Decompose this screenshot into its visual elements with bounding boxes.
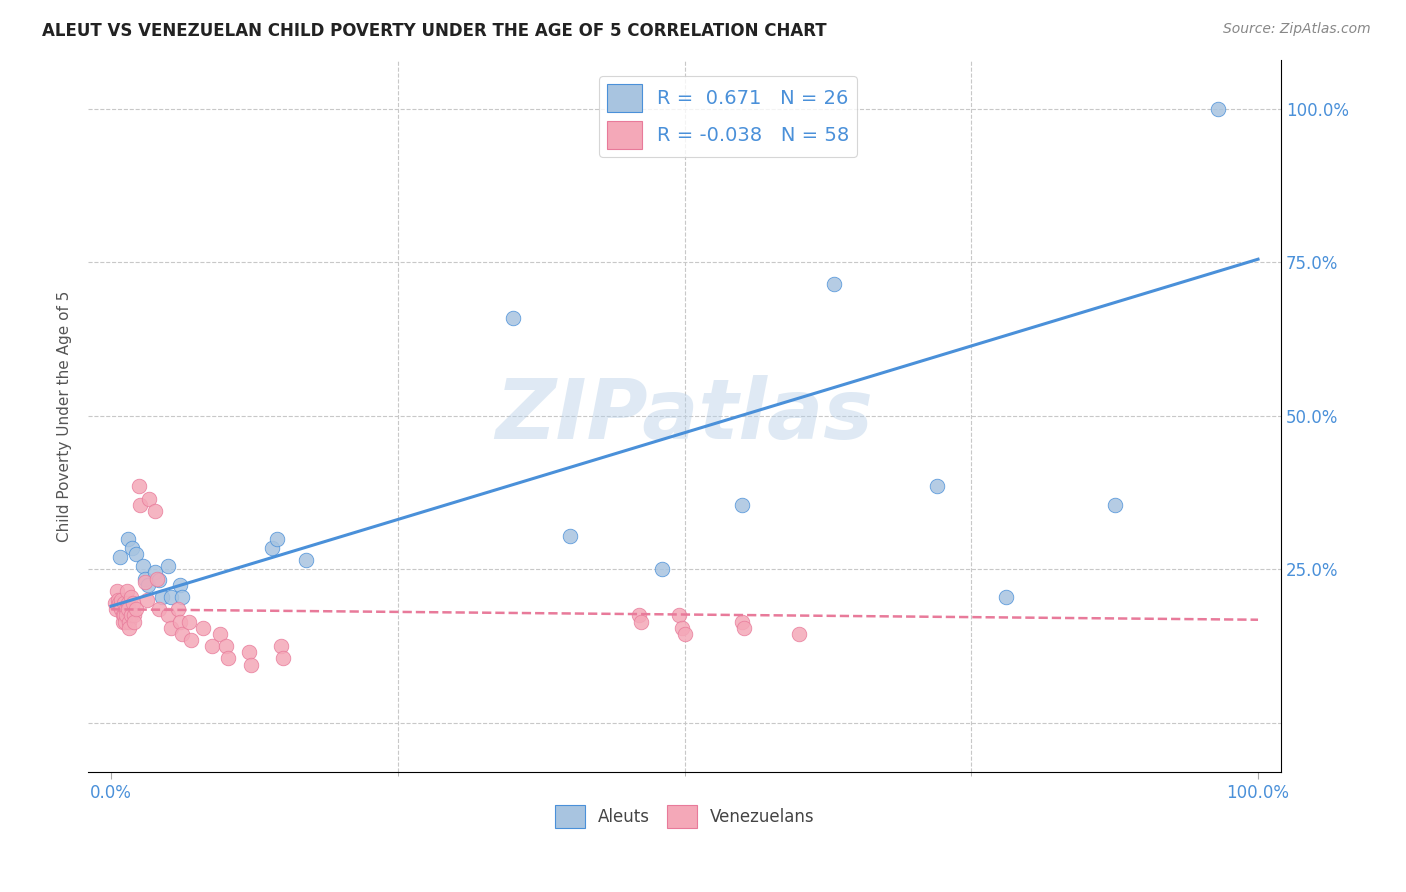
- Text: ZIPatlas: ZIPatlas: [496, 376, 873, 457]
- Point: [270, 639, 292, 653]
- Point: [630, 615, 652, 629]
- Text: Source: ZipAtlas.com: Source: ZipAtlas.com: [1223, 22, 1371, 37]
- Point: [148, 602, 170, 616]
- Point: [733, 621, 755, 635]
- Point: [114, 615, 136, 629]
- Point: [112, 596, 135, 610]
- Point: [108, 596, 131, 610]
- Point: [823, 277, 845, 291]
- Point: [191, 621, 214, 635]
- Point: [180, 632, 202, 647]
- Point: [128, 479, 150, 493]
- Point: [673, 627, 696, 641]
- Point: [169, 615, 191, 629]
- Point: [110, 599, 132, 614]
- Point: [143, 566, 166, 580]
- Point: [177, 615, 200, 629]
- Point: [1104, 498, 1126, 512]
- Point: [271, 651, 294, 665]
- Point: [110, 593, 132, 607]
- Point: [112, 608, 135, 623]
- Point: [110, 602, 132, 616]
- Point: [240, 657, 263, 672]
- Point: [502, 310, 524, 325]
- Point: [117, 532, 139, 546]
- Point: [136, 578, 159, 592]
- Point: [104, 602, 127, 616]
- Point: [103, 596, 125, 610]
- Point: [117, 596, 139, 610]
- Point: [148, 574, 170, 588]
- Point: [668, 608, 690, 623]
- Point: [120, 608, 142, 623]
- Point: [627, 608, 650, 623]
- Point: [217, 651, 239, 665]
- Point: [146, 572, 169, 586]
- Point: [128, 498, 150, 512]
- Point: [209, 627, 232, 641]
- Point: [150, 590, 173, 604]
- Point: [1206, 102, 1229, 116]
- Point: [266, 532, 288, 546]
- Y-axis label: Child Poverty Under the Age of 5: Child Poverty Under the Age of 5: [58, 290, 72, 541]
- Legend: Aleuts, Venezuelans: Aleuts, Venezuelans: [548, 798, 821, 835]
- Text: ALEUT VS VENEZUELAN CHILD POVERTY UNDER THE AGE OF 5 CORRELATION CHART: ALEUT VS VENEZUELAN CHILD POVERTY UNDER …: [42, 22, 827, 40]
- Point: [295, 553, 318, 567]
- Point: [169, 578, 191, 592]
- Point: [215, 639, 238, 653]
- Point: [159, 621, 181, 635]
- Point: [121, 541, 143, 555]
- Point: [651, 562, 673, 576]
- Point: [118, 621, 141, 635]
- Point: [201, 639, 224, 653]
- Point: [143, 504, 166, 518]
- Point: [157, 559, 180, 574]
- Point: [111, 615, 134, 629]
- Point: [671, 621, 693, 635]
- Point: [135, 593, 157, 607]
- Point: [731, 498, 754, 512]
- Point: [110, 550, 132, 565]
- Point: [122, 615, 145, 629]
- Point: [105, 583, 128, 598]
- Point: [115, 602, 138, 616]
- Point: [111, 608, 134, 623]
- Point: [994, 590, 1017, 604]
- Point: [166, 602, 188, 616]
- Point: [125, 602, 148, 616]
- Point: [159, 590, 181, 604]
- Point: [107, 593, 129, 607]
- Point: [117, 602, 139, 616]
- Point: [260, 541, 283, 555]
- Point: [238, 645, 260, 659]
- Point: [172, 590, 194, 604]
- Point: [925, 479, 948, 493]
- Point: [172, 627, 194, 641]
- Point: [118, 615, 141, 629]
- Point: [787, 627, 810, 641]
- Point: [120, 590, 142, 604]
- Point: [157, 608, 180, 623]
- Point: [138, 491, 160, 506]
- Point: [134, 572, 156, 586]
- Point: [122, 596, 145, 610]
- Point: [132, 559, 155, 574]
- Point: [115, 583, 138, 598]
- Point: [558, 528, 581, 542]
- Point: [134, 574, 156, 589]
- Point: [731, 615, 754, 629]
- Point: [115, 608, 138, 623]
- Point: [122, 608, 145, 623]
- Point: [125, 547, 148, 561]
